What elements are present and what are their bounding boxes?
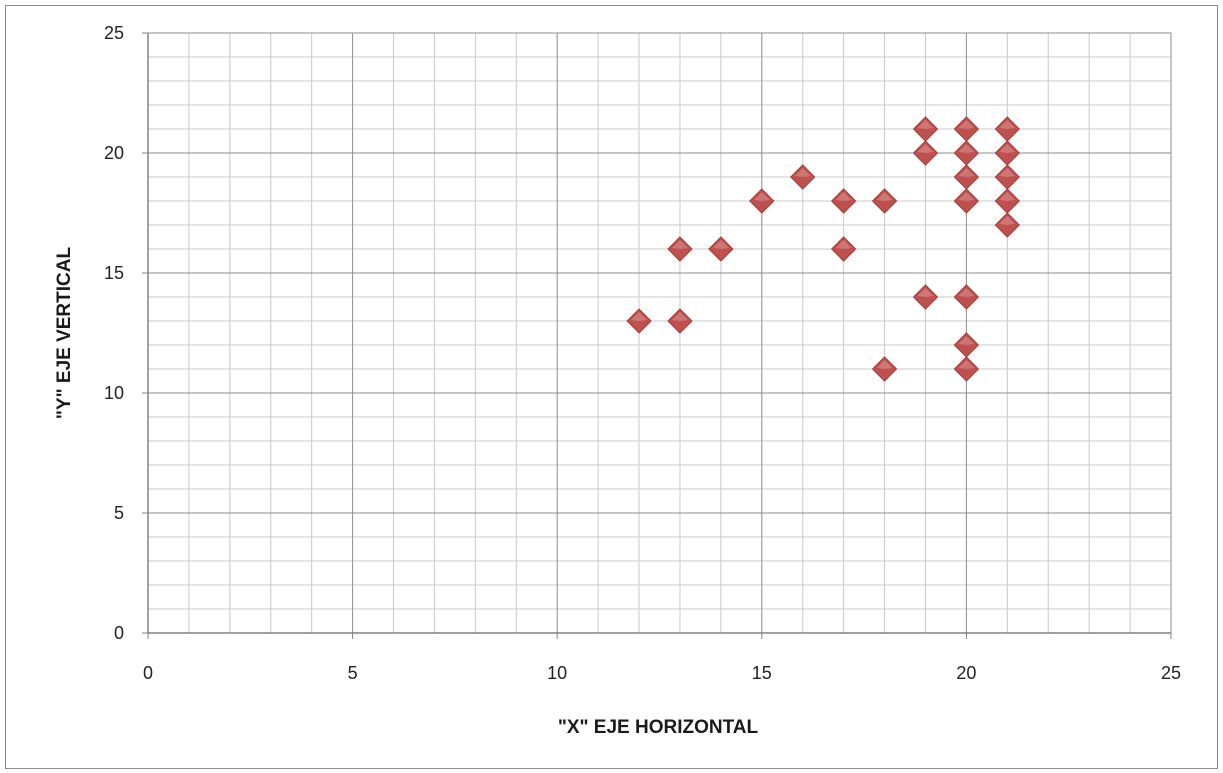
data-point-highlight <box>917 288 934 297</box>
data-point-highlight <box>631 312 648 321</box>
data-point-highlight <box>999 120 1016 129</box>
data-point-highlight <box>876 360 893 369</box>
data-point-highlight <box>671 312 688 321</box>
data-point <box>953 356 980 382</box>
data-point-highlight <box>917 144 934 153</box>
data-points <box>626 116 1021 382</box>
data-point-highlight <box>958 120 975 129</box>
data-point-highlight <box>671 240 688 249</box>
axes <box>142 32 1172 639</box>
data-point <box>953 284 980 310</box>
data-point <box>830 188 857 214</box>
data-point-highlight <box>835 192 852 201</box>
y-tick-label: 15 <box>104 263 124 283</box>
y-tick-label: 5 <box>114 503 124 523</box>
data-point <box>830 236 857 262</box>
data-point <box>953 188 980 214</box>
x-tick-label: 0 <box>143 663 153 683</box>
data-point <box>667 308 693 334</box>
data-point-highlight <box>835 240 852 249</box>
data-point-highlight <box>999 192 1016 201</box>
data-point <box>749 188 775 214</box>
data-point <box>912 284 939 310</box>
minor-grid <box>148 33 1171 633</box>
data-point <box>790 164 816 190</box>
x-axis-title: "X" EJE HORIZONTAL <box>558 717 759 738</box>
data-point-highlight <box>999 168 1016 177</box>
data-point <box>626 308 652 334</box>
data-point-highlight <box>958 288 975 297</box>
data-point-highlight <box>917 120 934 129</box>
y-tick-labels: 0 5 10 15 20 25 <box>104 23 124 643</box>
data-point-highlight <box>958 192 975 201</box>
x-tick-label: 25 <box>1161 663 1181 683</box>
x-tick-label: 10 <box>547 663 567 683</box>
data-point-highlight <box>958 144 975 153</box>
y-axis-title: "Y" EJE VERTICAL <box>54 247 75 420</box>
data-point <box>708 236 734 262</box>
data-point-highlight <box>794 168 811 177</box>
y-tick-label: 10 <box>104 383 124 403</box>
x-tick-label: 15 <box>752 663 772 683</box>
data-point <box>871 356 898 382</box>
x-tick-label: 5 <box>348 663 358 683</box>
major-grid <box>147 32 1172 634</box>
data-point <box>994 212 1021 238</box>
data-point-highlight <box>712 240 729 249</box>
y-tick-label: 25 <box>104 23 124 43</box>
data-point-highlight <box>876 192 893 201</box>
data-point-highlight <box>958 168 975 177</box>
data-point <box>912 140 939 166</box>
data-point <box>871 188 898 214</box>
data-point-highlight <box>999 144 1016 153</box>
y-tick-label: 20 <box>104 143 124 163</box>
data-point-highlight <box>999 216 1016 225</box>
data-point-highlight <box>753 192 770 201</box>
data-point-highlight <box>958 336 975 345</box>
data-point-highlight <box>958 360 975 369</box>
x-tick-label: 20 <box>956 663 976 683</box>
data-point <box>667 236 693 262</box>
y-tick-label: 0 <box>114 623 124 643</box>
x-tick-labels: 0 5 10 15 20 25 <box>143 663 1181 683</box>
